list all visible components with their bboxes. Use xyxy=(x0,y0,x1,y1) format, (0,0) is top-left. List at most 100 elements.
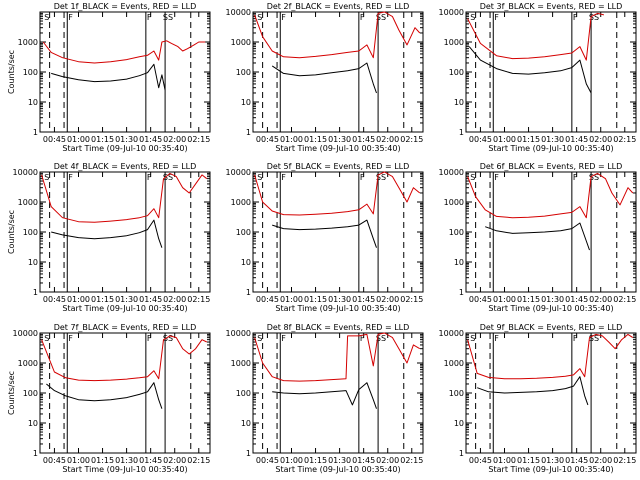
x-tick-label: 01:45 xyxy=(139,135,162,144)
y-tick-label: 1000 xyxy=(444,38,464,47)
event-marker-label: S xyxy=(44,173,49,182)
panel-4: Det 4f_BLACK = Events, RED = LLD S F F SS 1 10… xyxy=(7,162,211,313)
series-line-events xyxy=(272,219,377,248)
event-marker-label: S xyxy=(44,334,49,343)
x-tick-label: 00:45 xyxy=(469,295,492,304)
panel-7: Det 7f_BLACK = Events, RED = LLD S F F SS 1 10… xyxy=(7,323,211,474)
y-tick-label: 10000 xyxy=(439,329,464,338)
event-marker-label: S xyxy=(470,13,475,22)
y-tick-label: 1 xyxy=(459,288,464,297)
x-tick-label: 01:00 xyxy=(67,295,90,304)
panel-2: Det 2f_BLACK = Events, RED = LLD S F F SS 1 10… xyxy=(226,2,424,153)
x-tick-label: 01:45 xyxy=(352,295,375,304)
y-tick-label: 100 xyxy=(236,68,251,77)
y-tick-label: 10000 xyxy=(439,8,464,17)
event-marker-label: SS xyxy=(376,173,386,182)
x-tick-label: 01:30 xyxy=(115,135,138,144)
x-tick-label: 01:45 xyxy=(565,456,588,465)
panel-1: Det 1f_BLACK = Events, RED = LLD S F F SS 1 10… xyxy=(7,2,211,153)
x-axis-label: Start Time (09-Jul-10 00:35:40) xyxy=(275,144,400,153)
y-tick-label: 10 xyxy=(28,258,38,267)
y-tick-label: 1000 xyxy=(231,38,251,47)
x-tick-label: 01:00 xyxy=(67,135,90,144)
x-tick-label: 02:15 xyxy=(400,295,423,304)
y-tick-label: 10 xyxy=(241,258,251,267)
plot-frame xyxy=(252,171,424,293)
x-axis-label: Start Time (09-Jul-10 00:35:40) xyxy=(62,304,187,313)
y-tick-label: 100 xyxy=(449,389,464,398)
x-tick-label: 01:15 xyxy=(304,295,327,304)
event-marker-label: F xyxy=(360,334,365,343)
event-marker-label: F xyxy=(68,334,73,343)
x-tick-label: 00:45 xyxy=(256,456,279,465)
y-tick-label: 100 xyxy=(449,228,464,237)
x-tick-label: 02:00 xyxy=(589,135,612,144)
series-line-events xyxy=(51,219,163,248)
x-tick-label: 01:15 xyxy=(91,456,114,465)
x-tick-label: 01:45 xyxy=(565,295,588,304)
series-line-lld xyxy=(41,335,208,382)
event-marker-label: S xyxy=(257,334,262,343)
event-marker-label: F xyxy=(68,173,73,182)
x-tick-label: 01:30 xyxy=(541,456,564,465)
chart-title: Det 8f_BLACK = Events, RED = LLD xyxy=(267,323,410,332)
panel-3: Det 3f_BLACK = Events, RED = LLD S F F SS 1 10… xyxy=(439,2,637,153)
event-marker-label: SS xyxy=(589,173,599,182)
event-marker-label: F xyxy=(573,173,578,182)
series-line-lld xyxy=(254,171,421,216)
y-tick-label: 1 xyxy=(33,128,38,137)
y-tick-label: 1000 xyxy=(18,38,38,47)
x-axis-label: Start Time (09-Jul-10 00:35:40) xyxy=(275,465,400,474)
x-tick-label: 01:15 xyxy=(304,456,327,465)
y-tick-label: 1000 xyxy=(18,198,38,207)
event-marker-label: F xyxy=(147,13,152,22)
y-tick-label: 10 xyxy=(454,98,464,107)
x-tick-label: 01:15 xyxy=(91,135,114,144)
x-tick-label: 02:00 xyxy=(376,456,399,465)
x-axis-label: Start Time (09-Jul-10 00:35:40) xyxy=(488,465,613,474)
x-tick-label: 02:00 xyxy=(163,135,186,144)
chart-title: Det 7f_BLACK = Events, RED = LLD xyxy=(54,323,197,332)
y-tick-label: 10 xyxy=(28,419,38,428)
x-axis-label: Start Time (09-Jul-10 00:35:40) xyxy=(62,465,187,474)
x-tick-label: 01:15 xyxy=(91,295,114,304)
x-tick-label: 00:45 xyxy=(256,135,279,144)
x-tick-label: 01:30 xyxy=(115,456,138,465)
series-line-events xyxy=(485,222,590,251)
panel-8: Det 8f_BLACK = Events, RED = LLD S F F SS 1 10… xyxy=(226,323,424,474)
y-tick-label: 100 xyxy=(236,389,251,398)
y-tick-label: 10 xyxy=(241,98,251,107)
y-tick-label: 10 xyxy=(28,98,38,107)
event-marker-label: F xyxy=(573,334,578,343)
x-tick-label: 02:00 xyxy=(163,456,186,465)
x-tick-label: 01:15 xyxy=(517,456,540,465)
x-axis-label: Start Time (09-Jul-10 00:35:40) xyxy=(62,144,187,153)
panel-6: Det 6f_BLACK = Events, RED = LLD S F F SS 1 10… xyxy=(439,162,637,313)
event-marker-label: SS xyxy=(163,334,173,343)
event-marker-label: F xyxy=(360,173,365,182)
event-marker-label: F xyxy=(360,13,365,22)
event-marker-label: S xyxy=(257,173,262,182)
event-marker-label: SS xyxy=(589,13,599,22)
y-tick-label: 10000 xyxy=(226,8,251,17)
chart-title: Det 4f_BLACK = Events, RED = LLD xyxy=(54,162,197,171)
x-tick-label: 01:30 xyxy=(328,295,351,304)
x-tick-label: 00:45 xyxy=(469,135,492,144)
plot-frame xyxy=(39,332,211,454)
x-tick-label: 02:15 xyxy=(613,135,636,144)
x-axis-label: Start Time (09-Jul-10 00:35:40) xyxy=(275,304,400,313)
event-marker-label: F xyxy=(281,13,286,22)
x-tick-label: 00:45 xyxy=(43,135,66,144)
x-tick-label: 02:00 xyxy=(163,295,186,304)
x-axis-label: Start Time (09-Jul-10 00:35:40) xyxy=(488,304,613,313)
y-axis-label: Counts/sec xyxy=(7,50,16,94)
panel-5: Det 5f_BLACK = Events, RED = LLD S F F SS 1 10… xyxy=(226,162,424,313)
series-line-lld xyxy=(254,11,421,59)
plot-frame xyxy=(39,171,211,293)
y-tick-label: 10 xyxy=(454,419,464,428)
chart-title: Det 5f_BLACK = Events, RED = LLD xyxy=(267,162,410,171)
y-tick-label: 10000 xyxy=(226,168,251,177)
y-tick-label: 10000 xyxy=(226,329,251,338)
event-marker-label: S xyxy=(257,13,262,22)
series-line-events xyxy=(468,46,592,94)
